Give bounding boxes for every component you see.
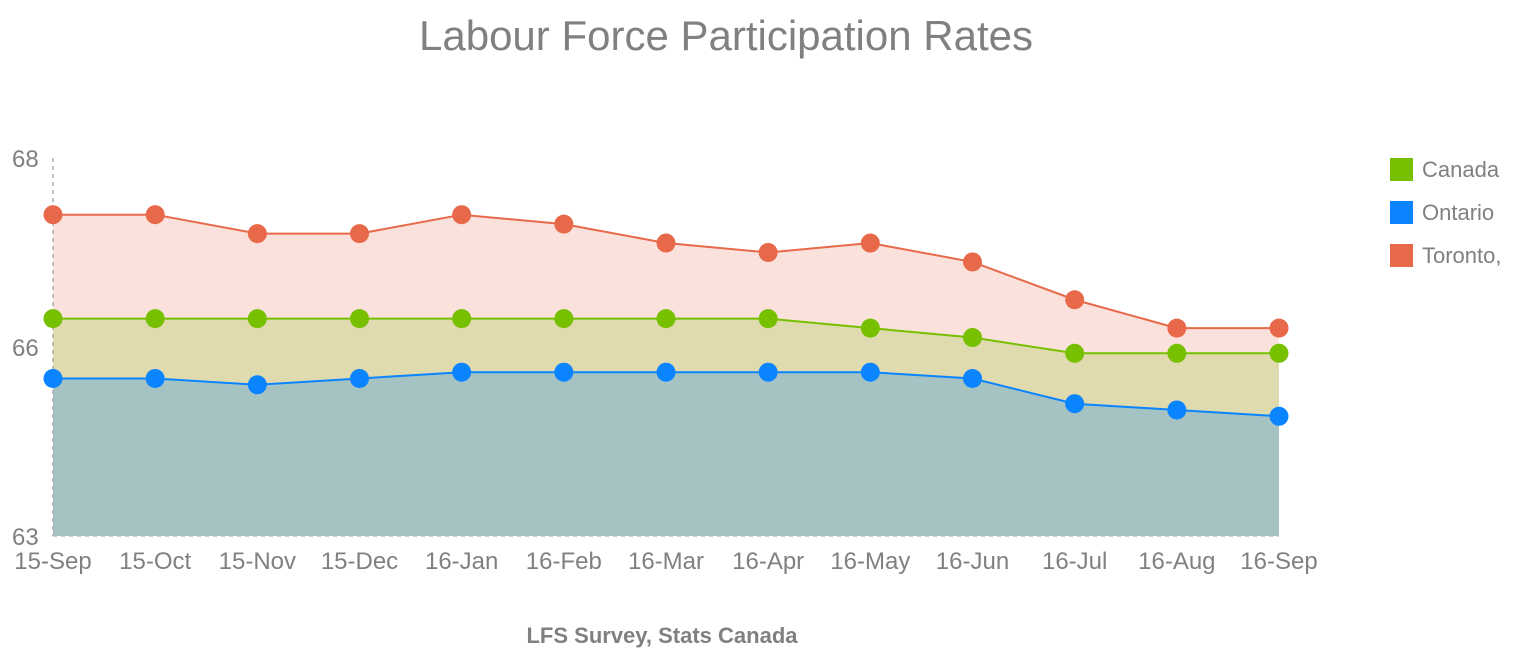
- data-point-canada[interactable]: [1167, 343, 1187, 363]
- data-point-ontario[interactable]: [758, 362, 778, 382]
- x-tick-label: 16-Sep: [1240, 548, 1317, 575]
- data-point-canada[interactable]: [452, 309, 472, 329]
- x-tick-labels: 15-Sep 15-Oct 15-Nov 15-Dec 16-Jan 16-Feb 16-M…: [14, 548, 1317, 575]
- legend-label-ontario: Ontario: [1422, 200, 1494, 225]
- data-point-ontario[interactable]: [247, 375, 267, 395]
- data-point-toronto[interactable]: [145, 205, 165, 225]
- data-point-ontario[interactable]: [452, 362, 472, 382]
- data-point-ontario[interactable]: [145, 369, 165, 388]
- y-tick-label: 68: [12, 146, 39, 173]
- area-ontario: [53, 372, 1279, 536]
- legend-label-canada: Canada: [1422, 157, 1500, 182]
- x-tick-label: 16-Feb: [526, 548, 602, 575]
- y-tick-label: 66: [12, 335, 39, 362]
- x-tick-label: 15-Dec: [321, 548, 398, 575]
- data-point-ontario[interactable]: [1167, 400, 1187, 420]
- data-point-canada[interactable]: [963, 328, 982, 348]
- x-tick-label: 16-Jul: [1042, 548, 1107, 575]
- y-tick-labels: 68 66 63: [12, 146, 39, 551]
- series-points: [43, 205, 1289, 426]
- data-point-ontario[interactable]: [554, 362, 574, 382]
- legend: Canada Ontario Toronto,: [1390, 157, 1502, 268]
- data-point-canada[interactable]: [350, 309, 369, 329]
- x-tick-label: 16-May: [830, 548, 910, 575]
- data-point-toronto[interactable]: [554, 214, 574, 234]
- x-tick-label: 16-Jun: [936, 548, 1009, 575]
- data-point-toronto[interactable]: [43, 205, 63, 225]
- data-point-ontario[interactable]: [963, 369, 982, 388]
- data-point-toronto[interactable]: [452, 205, 472, 225]
- x-tick-label: 15-Nov: [219, 548, 296, 575]
- x-tick-label: 15-Oct: [119, 548, 191, 575]
- data-point-toronto[interactable]: [758, 243, 778, 262]
- data-point-toronto[interactable]: [247, 224, 267, 244]
- data-point-toronto[interactable]: [860, 233, 880, 253]
- data-point-canada[interactable]: [1065, 343, 1085, 363]
- data-point-toronto[interactable]: [656, 233, 676, 253]
- data-point-canada[interactable]: [43, 309, 63, 329]
- data-point-canada[interactable]: [554, 309, 574, 329]
- legend-swatch-ontario: [1390, 201, 1413, 224]
- data-point-canada[interactable]: [145, 309, 165, 329]
- data-point-canada[interactable]: [860, 318, 880, 338]
- data-point-ontario[interactable]: [1065, 394, 1085, 414]
- axes: [52, 158, 1279, 537]
- y-tick-label: 63: [12, 524, 39, 551]
- data-point-ontario[interactable]: [656, 362, 676, 382]
- data-point-canada[interactable]: [656, 309, 676, 329]
- x-tick-label: 15-Sep: [14, 548, 91, 575]
- data-point-toronto[interactable]: [350, 224, 369, 244]
- data-point-ontario[interactable]: [1269, 406, 1289, 426]
- data-point-toronto[interactable]: [1269, 318, 1289, 338]
- x-tick-label: 16-Mar: [628, 548, 704, 575]
- chart-title: Labour Force Participation Rates: [419, 12, 1033, 59]
- x-tick-label: 16-Aug: [1138, 548, 1215, 575]
- x-tick-label: 16-Jan: [425, 548, 498, 575]
- legend-swatch-toronto: [1390, 244, 1413, 267]
- data-point-toronto[interactable]: [1167, 318, 1187, 338]
- legend-label-toronto: Toronto,: [1422, 243, 1502, 268]
- data-point-canada[interactable]: [247, 309, 267, 329]
- data-point-ontario[interactable]: [43, 369, 63, 388]
- x-axis-title: LFS Survey, Stats Canada: [526, 623, 798, 648]
- x-tick-label: 16-Apr: [732, 548, 804, 575]
- data-point-canada[interactable]: [758, 309, 778, 329]
- data-point-ontario[interactable]: [860, 362, 880, 382]
- legend-swatch-canada: [1390, 158, 1413, 181]
- data-point-canada[interactable]: [1269, 343, 1289, 363]
- data-point-ontario[interactable]: [350, 369, 369, 388]
- data-point-toronto[interactable]: [1065, 290, 1085, 310]
- data-point-toronto[interactable]: [963, 252, 982, 272]
